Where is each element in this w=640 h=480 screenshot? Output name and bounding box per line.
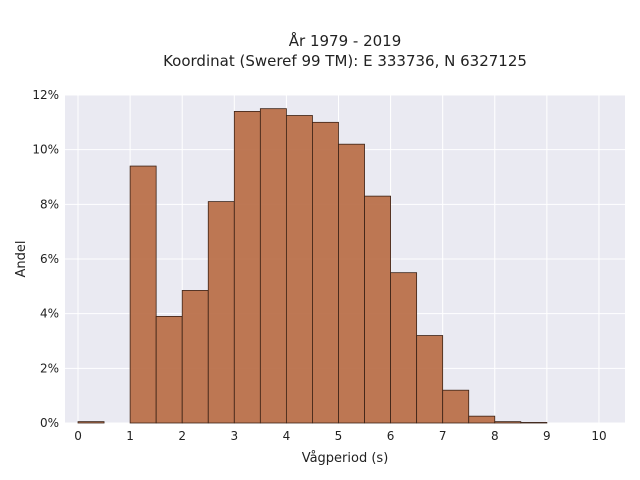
x-tick-label: 6 — [387, 429, 395, 443]
y-tick-label: 8% — [40, 197, 59, 211]
x-axis-label: Vågperiod (s) — [302, 451, 389, 466]
y-tick-label: 2% — [40, 361, 59, 375]
y-tick-label: 12% — [32, 88, 59, 102]
x-tick-label: 3 — [230, 429, 238, 443]
histogram-bar — [338, 143, 365, 424]
histogram-bar — [285, 115, 313, 424]
y-tick-label: 6% — [40, 252, 59, 266]
chart-title: År 1979 - 2019 — [289, 31, 402, 50]
x-tick-label: 0 — [74, 429, 82, 443]
histogram-bar — [233, 111, 261, 424]
histogram-bar — [259, 108, 287, 424]
y-axis-label: Andel — [14, 241, 29, 278]
histogram-bars — [77, 108, 548, 424]
x-tick-label: 9 — [543, 429, 551, 443]
x-tick-labels: 0 1 2 3 4 5 6 7 8 9 10 — [74, 429, 606, 443]
histogram-bar — [364, 195, 391, 424]
histogram-bar — [520, 422, 548, 424]
x-tick-label: 8 — [491, 429, 499, 443]
histogram-bar — [181, 290, 209, 424]
y-tick-labels: 0% 2% 4% 6% 8% 10% 12% — [32, 88, 59, 430]
histogram-bar — [77, 421, 105, 424]
x-tick-label: 5 — [335, 429, 343, 443]
histogram-bar — [390, 272, 418, 424]
histogram-bar — [129, 165, 157, 424]
y-tick-label: 0% — [40, 416, 59, 430]
x-tick-label: 10 — [591, 429, 606, 443]
chart-subtitle: Koordinat (Sweref 99 TM): E 333736, N 63… — [163, 52, 527, 70]
y-tick-label: 4% — [40, 307, 59, 321]
histogram-bar — [494, 421, 522, 424]
y-tick-label: 10% — [32, 143, 59, 157]
x-tick-label: 1 — [126, 429, 134, 443]
histogram-bar — [155, 315, 183, 424]
histogram-bar — [442, 389, 470, 424]
histogram-bar — [416, 335, 444, 424]
x-tick-label: 2 — [178, 429, 186, 443]
histogram-bar — [312, 121, 339, 424]
x-tick-label: 4 — [283, 429, 291, 443]
histogram-bar — [468, 415, 496, 424]
x-tick-label: 7 — [439, 429, 447, 443]
histogram-bar — [207, 201, 235, 424]
